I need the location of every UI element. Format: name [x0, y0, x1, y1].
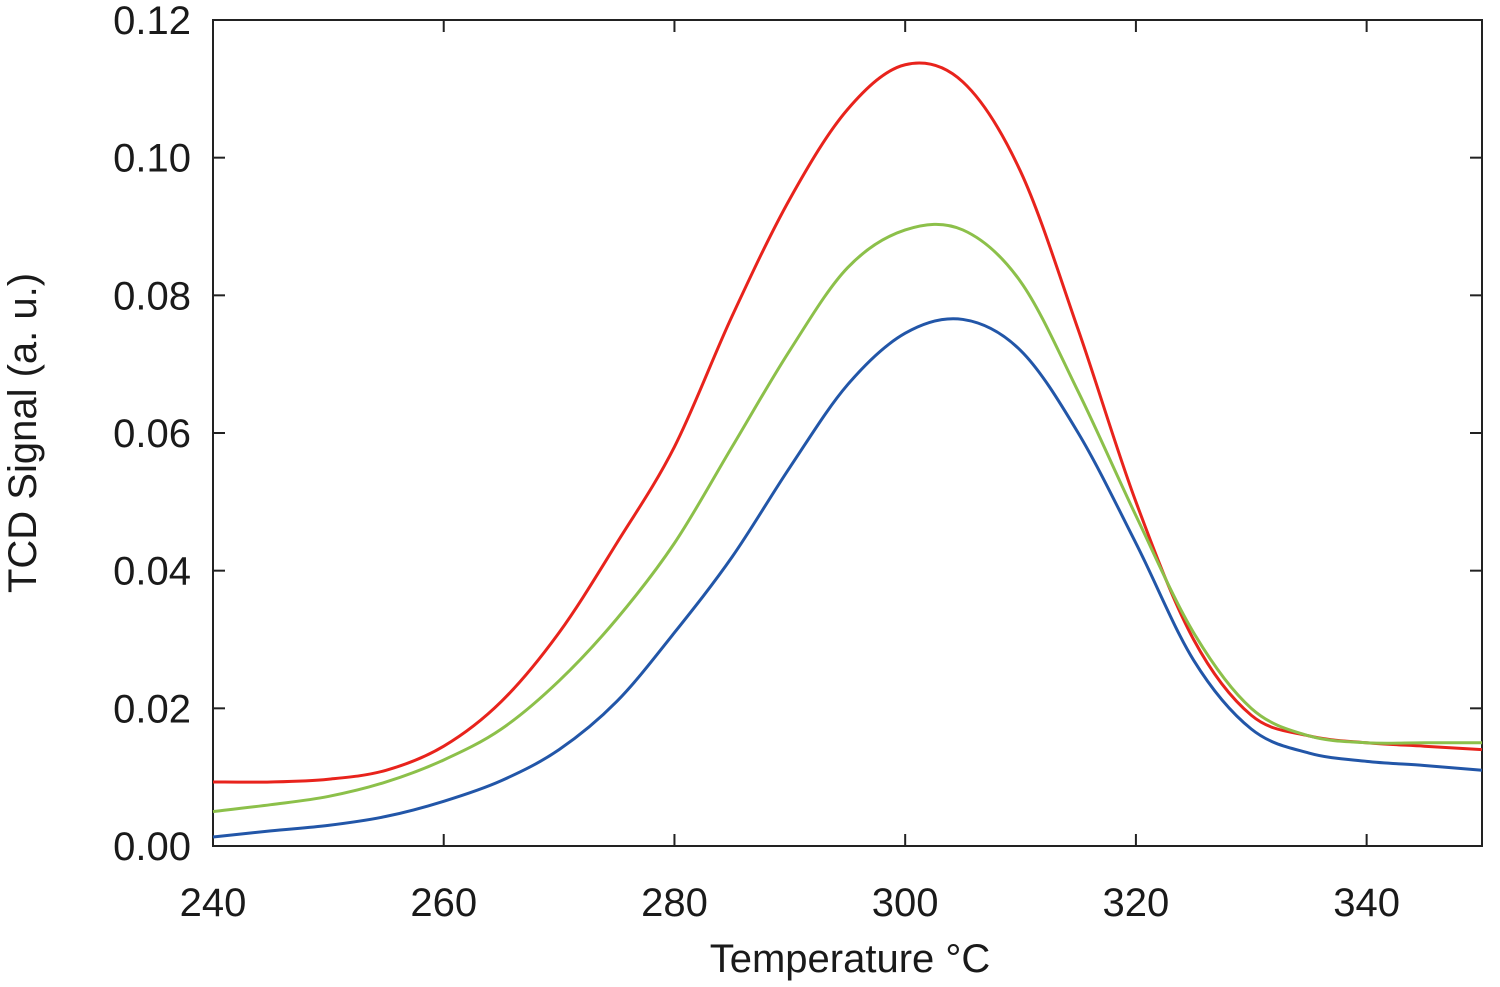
- y-tick-label: 0.10: [113, 137, 191, 181]
- x-axis-label: Temperature °C: [710, 937, 991, 981]
- y-tick-label: 0.00: [113, 825, 191, 869]
- x-tick-label: 280: [641, 881, 708, 925]
- data-line: [212, 61, 1483, 784]
- y-tick-label: 0.02: [113, 687, 191, 731]
- y-tick-label: 0.12: [113, 0, 191, 43]
- y-tick-label: 0.06: [113, 412, 191, 456]
- x-tick-label: 260: [410, 881, 477, 925]
- y-tick-label: 0.04: [113, 550, 191, 594]
- x-tick-label: 240: [180, 881, 247, 925]
- data-line: [212, 317, 1483, 839]
- x-tick-label: 320: [1103, 881, 1170, 925]
- x-tick-label: 300: [872, 881, 939, 925]
- y-axis-label: TCD Signal (a. u.): [1, 273, 45, 593]
- x-tick-label: 340: [1333, 881, 1400, 925]
- data-line: [212, 222, 1482, 814]
- plot-frame: [212, 19, 1483, 847]
- y-tick-label: 0.08: [113, 274, 191, 318]
